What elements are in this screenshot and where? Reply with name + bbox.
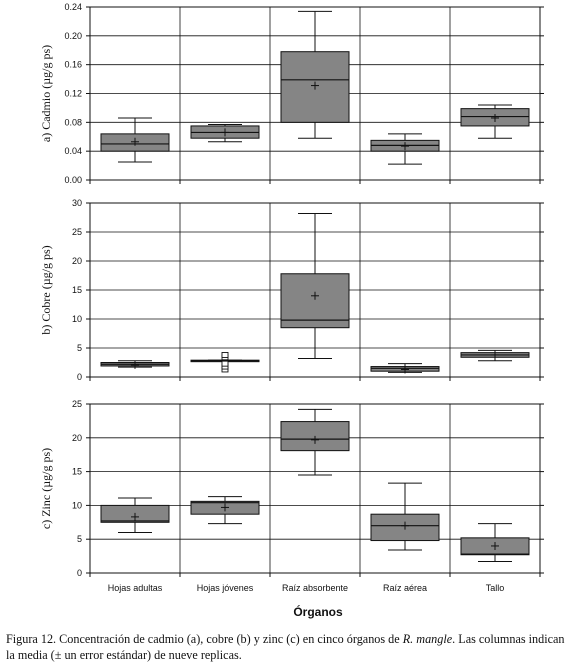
box-tallo	[460, 349, 530, 362]
box-hojas-adultas	[100, 360, 170, 369]
y-tick-label: 5	[77, 343, 82, 353]
box-hojas-adultas	[100, 117, 170, 163]
category-label: Hojas adultas	[108, 583, 163, 593]
y-tick-label: 25	[72, 227, 82, 237]
panel-cobre: 0 5 10 15 20 25 30 b) Cobre (µg/g ps)	[39, 198, 544, 382]
box-raíz-absorbente	[280, 10, 350, 139]
panel-zinc: 0 5 10 15 20 25 c) Zinc (µg/g ps)	[39, 399, 544, 578]
plot-frame	[89, 403, 541, 574]
caption-species: R. mangle	[402, 632, 453, 646]
caption-text-1: Figura 12. Concentración de cadmio (a), …	[6, 632, 403, 646]
y-tick-label: 15	[72, 285, 82, 295]
box-raíz-absorbente	[280, 408, 350, 476]
x-category-labels: Hojas adultas Hojas jóvenes Raíz absorbent…	[108, 583, 505, 593]
category-label: Hojas jóvenes	[197, 583, 254, 593]
box-raíz-aérea	[370, 482, 440, 551]
y-tick-label: 20	[72, 433, 82, 443]
category-label: Raíz aérea	[383, 583, 427, 593]
y-axis-title: a) Cadmio (µg/g ps)	[39, 45, 53, 142]
y-tick-label: 0.16	[64, 60, 82, 70]
y-tick-label: 25	[72, 399, 82, 409]
box-raíz-aérea	[370, 363, 440, 374]
outlier-point	[221, 360, 229, 367]
y-tick-label: 0.24	[64, 2, 82, 12]
panel-cadmio: 0.00 0.04 0.08 0.12 0.16 0.20 0.24 a) Cadmio (µ…	[39, 2, 544, 185]
y-axis-title: c) Zinc (µg/g ps)	[39, 448, 53, 529]
figure: 0.00 0.04 0.08 0.12 0.16 0.20 0.24 a) Cadmio (µ…	[39, 2, 544, 619]
y-tick-label: 0.00	[64, 175, 82, 185]
y-tick-label: 0	[77, 568, 82, 578]
caption-text-2: . Las columnas indican la media (± un er…	[6, 632, 565, 662]
y-tick-label: 10	[72, 500, 82, 510]
box-hojas-jóvenes	[190, 496, 260, 525]
y-tick-label: 15	[72, 467, 82, 477]
y-axis-title: b) Cobre (µg/g ps)	[39, 245, 53, 334]
box-raíz-aérea	[370, 133, 440, 165]
y-tick-label: 0.08	[64, 117, 82, 127]
y-tick-label: 10	[72, 314, 82, 324]
y-tick-label: 30	[72, 198, 82, 208]
y-tick-label: 0.12	[64, 89, 82, 99]
box-raíz-absorbente	[280, 212, 350, 359]
box-hojas-jóvenes	[190, 352, 260, 373]
box-iqr	[280, 273, 350, 329]
box-hojas-jóvenes	[190, 123, 260, 143]
category-label: Raíz absorbente	[282, 583, 348, 593]
figure-caption: Figura 12. Concentración de cadmio (a), …	[6, 631, 572, 663]
y-tick-label: 5	[77, 534, 82, 544]
x-axis-title: Órganos	[293, 604, 343, 619]
y-tick-label: 0.04	[64, 146, 82, 156]
outlier-point	[221, 352, 229, 358]
box-tallo	[460, 523, 530, 563]
box-hojas-adultas	[100, 497, 170, 533]
y-tick-label: 0.20	[64, 31, 82, 41]
box-tallo	[460, 104, 530, 139]
y-tick-label: 0	[77, 372, 82, 382]
y-tick-label: 20	[72, 256, 82, 266]
category-label: Tallo	[486, 583, 505, 593]
